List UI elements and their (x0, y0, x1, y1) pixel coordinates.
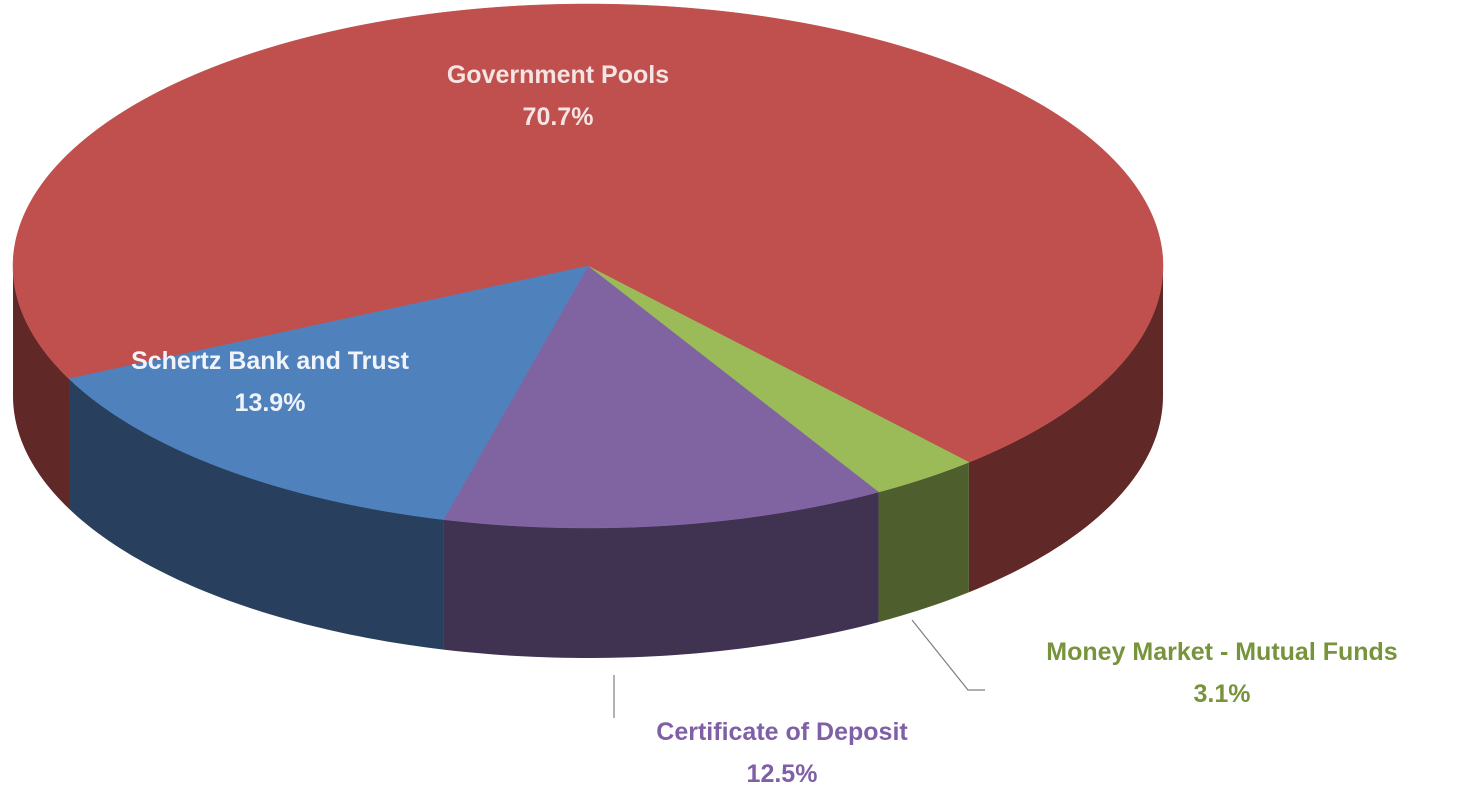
category-label: Government Pools (446, 61, 670, 89)
leader-line (911, 619, 985, 691)
value-label: 3.1% (1193, 680, 1251, 708)
slice (12, 3, 1164, 463)
slice-side (968, 266, 1163, 593)
slice (68, 265, 589, 520)
value-label: 12.5% (746, 760, 818, 788)
data-label: Government Pools 70.7% (378, 54, 738, 138)
slice-side (13, 266, 70, 509)
slice-side (443, 492, 879, 658)
slice-side (878, 462, 969, 623)
slice-side (69, 378, 444, 650)
value-label: 70.7% (522, 103, 594, 131)
data-label: Money Market - Mutual Funds 3.1% (982, 631, 1462, 715)
slice (443, 265, 880, 529)
category-label: Schertz Bank and Trust (131, 347, 409, 375)
category-label: Certificate of Deposit (656, 718, 908, 746)
data-label: Schertz Bank and Trust 13.9% (125, 340, 415, 424)
slice (587, 265, 970, 493)
category-label: Money Market - Mutual Funds (1046, 638, 1398, 666)
data-label: Certificate of Deposit 12.5% (582, 711, 982, 789)
pie-body (12, 3, 1164, 658)
value-label: 13.9% (234, 389, 306, 417)
